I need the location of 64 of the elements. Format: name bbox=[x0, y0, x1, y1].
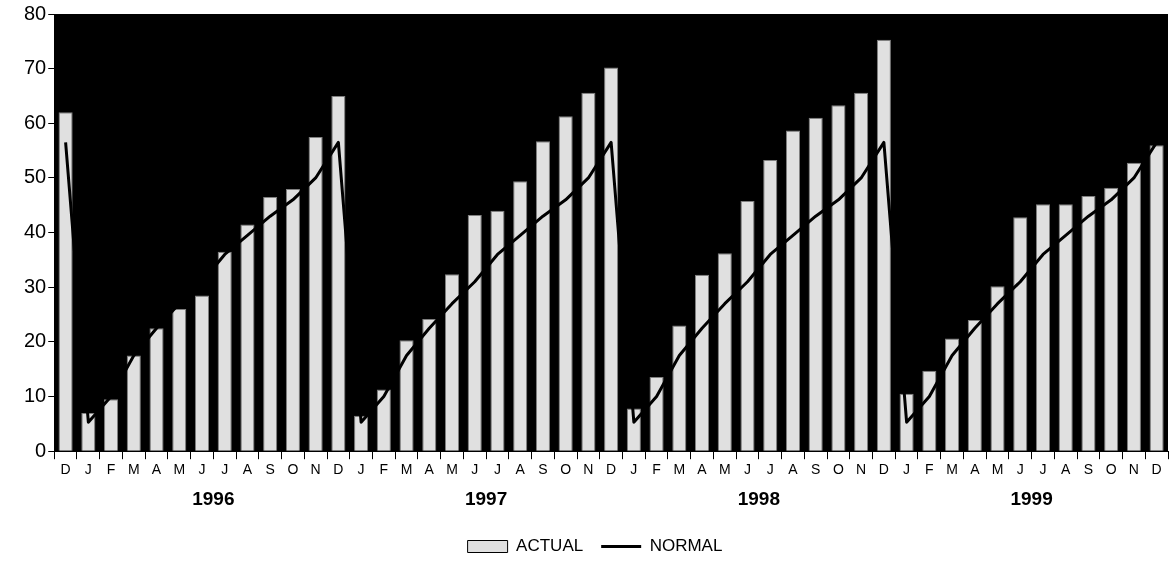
x-tick-label: F bbox=[379, 461, 389, 478]
text: 1996 bbox=[192, 488, 235, 510]
x-tick-label: S bbox=[265, 461, 275, 478]
x-tick-label: J bbox=[471, 461, 479, 478]
x-tick-label: M bbox=[673, 461, 686, 478]
x-tick-label: F bbox=[652, 461, 661, 478]
x-tick-label: J bbox=[903, 461, 911, 478]
legend-label: NORMAL bbox=[649, 536, 723, 556]
y-tick-label: 60 bbox=[24, 110, 47, 133]
x-tick-label: M bbox=[400, 461, 413, 478]
x-tick-label: D bbox=[878, 461, 889, 478]
x-tick-label: M bbox=[991, 461, 1004, 478]
x-tick-label: N bbox=[856, 461, 867, 478]
x-tick-label: A bbox=[242, 461, 253, 478]
text: 1997 bbox=[464, 488, 508, 510]
x-tick-label: A bbox=[788, 461, 799, 478]
x-tick-label: J bbox=[198, 461, 206, 478]
text: 1998 bbox=[737, 488, 781, 510]
y-tick-label: 0 bbox=[35, 438, 47, 461]
x-tick-label: O bbox=[560, 461, 572, 478]
x-tick-label: J bbox=[1016, 461, 1024, 478]
x-tick-label: M bbox=[127, 461, 140, 478]
x-tick-label: J bbox=[744, 461, 751, 478]
x-tick-label: F bbox=[925, 461, 934, 478]
x-tick-label: M bbox=[718, 461, 731, 478]
x-tick-label: J bbox=[221, 461, 229, 478]
x-tick-label: J bbox=[357, 461, 365, 478]
x-tick-label: J bbox=[1039, 461, 1047, 478]
x-tick-label: F bbox=[106, 461, 116, 478]
x-tick-label: J bbox=[630, 461, 638, 478]
x-tick-label: A bbox=[1061, 461, 1072, 478]
x-tick-label: A bbox=[697, 461, 708, 478]
x-tick-label: A bbox=[424, 461, 435, 478]
x-tick-label: N bbox=[310, 461, 321, 478]
x-tick-label: J bbox=[84, 461, 92, 478]
x-tick-label: D bbox=[606, 461, 617, 478]
x-tick-label: S bbox=[1083, 461, 1094, 478]
x-tick-label: O bbox=[1105, 461, 1117, 478]
x-tick-label: J bbox=[766, 461, 774, 478]
x-tick-label: M bbox=[173, 461, 186, 478]
x-tick-label: N bbox=[1128, 461, 1139, 478]
x-tick-label: A bbox=[151, 461, 162, 478]
x-tick-label: A bbox=[970, 461, 981, 478]
text: 1999 bbox=[1010, 488, 1053, 510]
x-tick-label: D bbox=[1151, 461, 1162, 478]
y-tick-label: 40 bbox=[24, 220, 47, 243]
x-tick-label: M bbox=[446, 461, 458, 478]
y-tick-label: 80 bbox=[24, 1, 47, 24]
y-tick-label: 70 bbox=[24, 56, 47, 79]
x-tick-label: S bbox=[538, 461, 548, 478]
y-tick-label: 30 bbox=[24, 274, 47, 297]
x-tick-label: D bbox=[60, 461, 71, 478]
x-tick-label: A bbox=[515, 461, 526, 478]
legend-label: ACTUAL bbox=[516, 536, 584, 556]
x-tick-label: S bbox=[811, 461, 821, 478]
y-tick-label: 50 bbox=[24, 165, 47, 188]
x-tick-label: O bbox=[832, 461, 844, 478]
x-tick-label: O bbox=[287, 461, 299, 478]
y-tick-label: 10 bbox=[24, 384, 47, 407]
x-tick-label: J bbox=[493, 461, 501, 478]
y-tick-label: 20 bbox=[24, 329, 47, 352]
x-tick-label: D bbox=[333, 461, 344, 478]
x-tick-label: N bbox=[583, 461, 594, 478]
x-tick-label: M bbox=[946, 461, 958, 478]
